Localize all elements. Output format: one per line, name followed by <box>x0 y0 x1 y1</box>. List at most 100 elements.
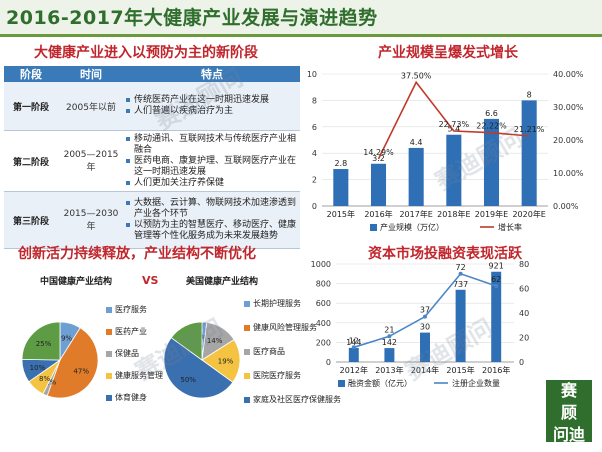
legend-label: 医疗服务 <box>115 305 147 314</box>
line-value-label: 12 <box>349 336 359 345</box>
stage-cell: 第三阶段 <box>4 191 58 249</box>
features-cell: 传统医药产业在这一时期迅速发展 人们普遍以疾病治疗为主 <box>124 82 300 131</box>
pie-label: 47% <box>73 367 89 375</box>
bar <box>446 134 462 206</box>
y2-tick-label: 0.00% <box>553 202 579 211</box>
x-tick-label: 2015年 <box>327 209 355 219</box>
bar-value-label: 921 <box>489 262 504 271</box>
pie-label: 2% <box>45 379 56 387</box>
legend-swatch <box>244 372 250 379</box>
time-cell: 2005年以前 <box>58 82 124 131</box>
line-value-label: 21 <box>384 325 394 334</box>
vs-label: VS <box>142 274 159 287</box>
legend-swatch <box>244 324 250 331</box>
legend-swatch <box>106 350 112 357</box>
feature-item: 人们普遍以疾病治疗为主 <box>126 106 298 117</box>
stage-cell: 第一阶段 <box>4 82 58 131</box>
pie-slice <box>201 339 241 383</box>
pie-slice <box>46 327 99 399</box>
line-value-label: 22.73% <box>439 120 470 129</box>
title-bar: 2016-2017年大健康产业发展与演进趋势 <box>0 0 602 34</box>
page-title: 2016-2017年大健康产业发展与演进趋势 <box>6 7 378 29</box>
feature-item: 移动通讯、互联网技术与传统医疗产业相融合 <box>126 134 298 156</box>
bar <box>483 118 500 206</box>
pie-label: 10% <box>30 364 46 372</box>
feature-item: 医药电商、康复护理、互联网医疗产业在这一时期迅速发展 <box>126 156 298 178</box>
legend-item: 医药产业 <box>106 326 147 337</box>
stage-cell: 第二阶段 <box>4 130 58 192</box>
phases-header-features: 特点 <box>124 66 300 82</box>
legend-swatch <box>244 396 250 403</box>
x-tick-label: 2019年E <box>475 209 508 219</box>
bar-value-label: 30 <box>420 323 430 332</box>
legend-label: 融资金额（亿元） <box>348 378 412 388</box>
bar <box>491 271 502 362</box>
legend-label: 长期护理服务 <box>253 299 301 308</box>
phases-table: 阶段 时间 特点 第一阶段 2005年以前 传统医药产业在这一时期迅速发展 人们… <box>4 66 300 249</box>
bar <box>420 332 430 362</box>
legend-label: 注册企业数量 <box>452 378 500 388</box>
bar-value-label: 6.6 <box>485 109 498 118</box>
y2-tick-label: 40 <box>519 309 529 318</box>
pie-label: 8% <box>39 375 50 383</box>
y2-tick-label: 80 <box>519 260 529 269</box>
bar-value-label: 737 <box>453 280 468 289</box>
time-cell: 2015—2030年 <box>58 191 124 249</box>
y-tick-label: 1000 <box>311 260 331 269</box>
table-row: 第三阶段 2015—2030年 大数据、云计算、物联网技术加速渗透到产业各个环节… <box>4 191 300 249</box>
bar <box>521 100 537 206</box>
bar-value-label: 142 <box>382 338 397 347</box>
y2-tick-label: 40.00% <box>553 70 584 79</box>
legend-swatch <box>106 328 112 335</box>
legend-label: 健康服务管理 <box>115 371 163 380</box>
saidi-logo: 赛 顾 问迪 <box>546 380 592 444</box>
legend-label: 保健品 <box>115 349 139 358</box>
pie-label: 9% <box>61 334 72 342</box>
line-point <box>423 314 427 319</box>
line-point <box>458 271 463 276</box>
features-cell: 大数据、云计算、物联网技术加速渗透到产业各个环节 以预防为主的智慧医疗、移动医疗… <box>124 191 300 249</box>
table-row: 第二阶段 2005—2015年 移动通讯、互联网技术与传统医疗产业相融合 医药电… <box>4 130 300 192</box>
legend-label: 体育健身 <box>115 393 147 402</box>
capital-chart: 0 200 400 600 800 1000 0 20 40 60 80 144 2012年 142 201… <box>311 260 530 388</box>
bar-value-label: 2.8 <box>334 159 347 168</box>
phases-heading: 大健康产业进入以预防为主的新阶段 <box>34 45 258 61</box>
logo-text: 赛 <box>560 381 577 400</box>
line-value-label: 37.50% <box>401 71 432 80</box>
feature-item: 大数据、云计算、物联网技术加速渗透到产业各个环节 <box>126 198 298 220</box>
y-tick-label: 0 <box>312 202 317 211</box>
pie-label: 50% <box>180 376 196 384</box>
x-tick-label: 2018年E <box>437 209 470 219</box>
y-tick-label: 600 <box>316 299 331 308</box>
bar-value-label: 5.4 <box>447 125 460 134</box>
line-value-label: 72 <box>456 263 466 272</box>
feature-item: 人们更加关注疗养保健 <box>126 178 298 189</box>
line-value-label: 22.22% <box>476 122 507 131</box>
legend-item: 健康风险管理服务 <box>244 322 317 333</box>
us-pie-chart: 0%14%19%50% <box>163 321 241 399</box>
legend-label: 医院医疗服务 <box>253 371 301 380</box>
phases-header-stage: 阶段 <box>4 66 58 82</box>
x-tick-label: 2013年 <box>375 365 403 375</box>
line-value-label: 62 <box>491 275 501 284</box>
y2-tick-label: 30.00% <box>553 103 584 112</box>
y2-tick-label: 20.00% <box>553 136 584 145</box>
bar <box>408 147 424 206</box>
feature-item: 传统医药产业在这一时期迅速发展 <box>126 95 298 106</box>
x-tick-label: 2012年 <box>340 365 368 375</box>
y-tick-label: 2 <box>312 176 317 185</box>
legend-item: 长期护理服务 <box>244 298 301 309</box>
features-cell: 移动通讯、互联网技术与传统医疗产业相融合 医药电商、康复护理、互联网医疗产业在这… <box>124 130 300 192</box>
legend-label: 产业规模（万亿） <box>380 222 444 232</box>
legend-label: 医疗商品 <box>253 347 285 356</box>
legend-swatch <box>244 300 250 307</box>
x-tick-label: 2016年 <box>482 365 510 375</box>
logo-text: 顾 <box>560 403 577 422</box>
legend-item: 医院医疗服务 <box>244 370 301 381</box>
y-tick-label: 800 <box>316 280 331 289</box>
x-tick-label: 2017年E <box>399 209 432 219</box>
line-point <box>387 334 392 339</box>
capital-chart-title: 资本市场投融资表现活跃 <box>368 246 522 262</box>
line-value-label: 37 <box>420 306 430 315</box>
legend-item: 家庭及社区医疗保健服务 <box>244 394 341 405</box>
